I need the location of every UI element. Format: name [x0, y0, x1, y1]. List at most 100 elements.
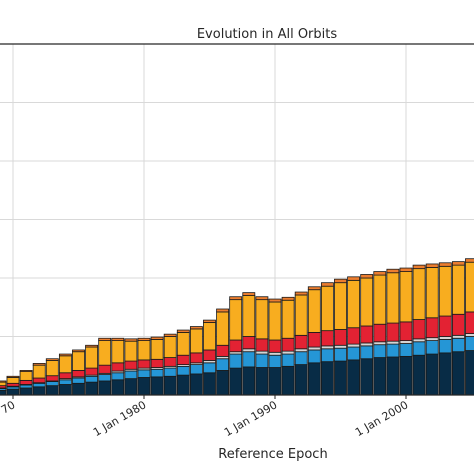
- bar-1969-s0: [0, 389, 7, 396]
- bar-1971-s1: [19, 384, 33, 389]
- bar-2004-s0: [451, 351, 465, 396]
- bar-1978-s0: [111, 379, 125, 396]
- bar-1981-s1: [150, 368, 164, 378]
- bar-1984-s0: [189, 373, 203, 396]
- bar-1996-s4: [347, 279, 361, 329]
- bar-1970-s4: [6, 377, 20, 384]
- bar-1975-s4: [72, 351, 85, 371]
- bar-1974-s1: [58, 379, 72, 385]
- bar-2001-s3: [412, 319, 426, 340]
- bar-1999-s5: [386, 268, 400, 274]
- bar-1974-s3: [58, 372, 72, 380]
- bar-1978-s5: [111, 337, 125, 341]
- bar-1995-s2: [334, 344, 347, 349]
- bar-1995-s5: [334, 278, 347, 284]
- bar-1999-s2: [386, 340, 400, 345]
- bar-1988-s0: [242, 366, 256, 396]
- bar-1998-s4: [373, 274, 387, 325]
- bar-1978-s4: [111, 340, 125, 364]
- bar-1991-s5: [281, 296, 295, 301]
- bar-1979-s1: [124, 370, 138, 380]
- bar-1992-s3: [294, 334, 308, 350]
- bar-1999-s4: [386, 272, 400, 324]
- bar-1985-s0: [203, 372, 216, 396]
- bar-1991-s1: [281, 353, 295, 367]
- bar-1980-s0: [137, 377, 151, 396]
- bar-2003-s5: [438, 262, 452, 267]
- bar-1976-s4: [85, 346, 99, 369]
- bar-2001-s4: [412, 268, 426, 320]
- bar-1994-s1: [320, 348, 334, 363]
- bar-2001-s2: [412, 338, 426, 343]
- bar-1986-s4: [216, 311, 230, 346]
- bar-1977-s3: [98, 364, 112, 374]
- bar-2005-s4: [465, 261, 474, 313]
- bar-1991-s0: [281, 365, 295, 396]
- bar-1986-s5: [216, 308, 230, 313]
- bar-2003-s2: [438, 336, 452, 340]
- bar-2000-s5: [399, 267, 413, 272]
- bar-1983-s4: [176, 332, 190, 356]
- bar-1969-s1: [0, 388, 7, 391]
- bar-1978-s3: [111, 362, 125, 372]
- bar-2005-s2: [465, 333, 474, 337]
- bar-1980-s3: [137, 359, 151, 369]
- bar-1986-s1: [216, 358, 230, 371]
- bar-1984-s1: [189, 364, 203, 375]
- bar-1979-s5: [124, 338, 138, 342]
- bar-1975-s3: [72, 370, 85, 378]
- bar-1981-s0: [150, 376, 164, 396]
- bar-1996-s2: [347, 343, 361, 348]
- bar-1991-s2: [281, 350, 295, 355]
- bar-1993-s3: [307, 332, 321, 348]
- bar-2000-s1: [399, 343, 413, 357]
- bar-1971-s3: [19, 379, 33, 385]
- bar-1989-s1: [255, 353, 269, 368]
- bar-1970-s0: [6, 388, 20, 396]
- bar-1982-s5: [163, 333, 177, 337]
- bar-1985-s3: [203, 349, 216, 361]
- bar-2002-s1: [425, 340, 439, 355]
- bar-1982-s0: [163, 375, 177, 396]
- bar-1990-s5: [268, 298, 282, 303]
- bar-1971-s5: [19, 370, 33, 372]
- bar-1980-s5: [137, 337, 151, 341]
- bar-1989-s4: [255, 299, 269, 340]
- bar-1977-s4: [98, 340, 112, 366]
- bar-1972-s5: [32, 363, 46, 366]
- bar-2004-s1: [451, 337, 465, 353]
- bar-1983-s0: [176, 374, 190, 396]
- bar-1997-s4: [360, 277, 374, 327]
- bar-1971-s4: [19, 371, 33, 381]
- x-tick-labels: 70 1 Jan 1980 1 Jan 1990 1 Jan 2000: [0, 395, 411, 439]
- bar-1976-s3: [85, 367, 99, 376]
- bar-1994-s2: [320, 345, 334, 350]
- x-tick-label-1: 1 Jan 1980: [91, 398, 149, 439]
- bar-1984-s5: [189, 326, 203, 330]
- x-axis-title: Reference Epoch: [218, 447, 327, 462]
- bar-1988-s4: [242, 295, 256, 337]
- bar-1986-s0: [216, 370, 230, 396]
- bar-1993-s2: [307, 346, 321, 351]
- bar-1974-s0: [58, 384, 72, 396]
- bar-1996-s5: [347, 276, 361, 281]
- bar-1970-s5: [6, 375, 20, 378]
- bar-2000-s0: [399, 355, 413, 396]
- bar-1984-s4: [189, 328, 203, 354]
- bar-1992-s0: [294, 364, 308, 396]
- bar-1988-s3: [242, 336, 256, 350]
- bar-1981-s4: [150, 339, 164, 360]
- bar-1999-s1: [386, 343, 400, 358]
- bar-2004-s2: [451, 334, 465, 339]
- bar-1990-s4: [268, 301, 282, 341]
- bar-1977-s5: [98, 337, 112, 341]
- bar-2003-s3: [438, 315, 452, 337]
- bar-1998-s5: [373, 271, 387, 276]
- bar-1988-s5: [242, 292, 256, 296]
- bar-1970-s3: [6, 382, 20, 387]
- bar-2004-s5: [451, 261, 465, 266]
- bar-1991-s3: [281, 337, 295, 352]
- bar-2003-s1: [438, 339, 452, 354]
- bar-1983-s1: [176, 365, 190, 376]
- bar-2001-s1: [412, 341, 426, 356]
